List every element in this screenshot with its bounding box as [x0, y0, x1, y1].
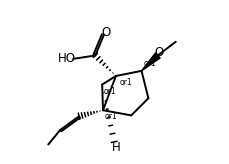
- Text: or1: or1: [104, 112, 117, 121]
- Text: O: O: [153, 46, 163, 59]
- Polygon shape: [141, 53, 159, 71]
- Text: O: O: [101, 26, 111, 39]
- Text: or1: or1: [104, 87, 116, 96]
- Text: or1: or1: [143, 59, 155, 68]
- Text: H: H: [111, 141, 120, 154]
- Text: or1: or1: [119, 78, 131, 87]
- Text: HO: HO: [58, 52, 76, 65]
